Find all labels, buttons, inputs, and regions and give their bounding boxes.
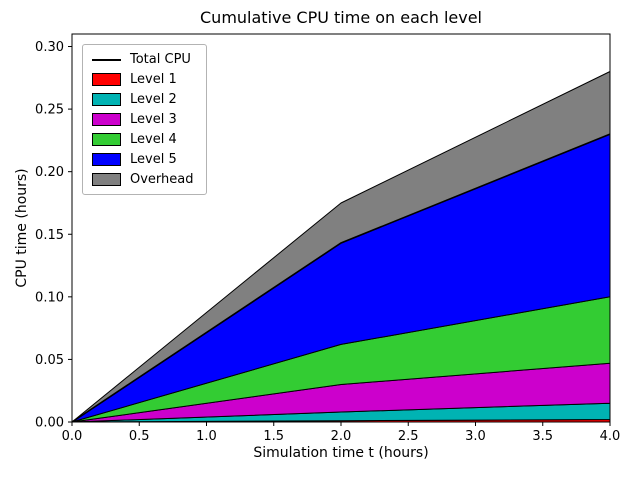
legend-swatch-level-2	[92, 93, 121, 106]
legend-item-level-4: Level 4	[92, 132, 194, 147]
x-tick-label: 2.5	[398, 429, 419, 444]
y-tick-label: 0.10	[35, 290, 64, 305]
chart-title: Cumulative CPU time on each level	[200, 8, 482, 27]
legend-swatch-total-cpu	[92, 58, 121, 61]
x-tick-label: 3.5	[532, 429, 553, 444]
y-tick-label: 0.00	[35, 416, 64, 431]
y-tick-label: 0.20	[35, 165, 64, 180]
legend-item-level-1: Level 1	[92, 72, 194, 87]
x-tick-label: 4.0	[600, 429, 621, 444]
legend-swatch-level-1	[92, 73, 121, 86]
legend-item-level-2: Level 2	[92, 92, 194, 107]
legend-swatch-overhead	[92, 173, 121, 186]
x-axis-label: Simulation time t (hours)	[253, 445, 429, 461]
total-cpu-line	[71, 133, 611, 423]
legend-label: Total CPU	[130, 52, 191, 67]
legend-label: Level 2	[130, 92, 177, 107]
legend-swatch-level-5	[92, 153, 121, 166]
x-tick-label: 0.0	[62, 429, 83, 444]
legend-label: Overhead	[130, 172, 194, 187]
legend-item-overhead: Overhead	[92, 172, 194, 187]
y-tick-label: 0.25	[35, 103, 64, 118]
x-tick-label: 2.0	[331, 429, 352, 444]
legend-item-level-5: Level 5	[92, 152, 194, 167]
legend-label: Level 4	[130, 132, 177, 147]
legend: Total CPU Level 1 Level 2 Level 3 Level 4 Lev…	[82, 44, 207, 195]
legend-label: Level 5	[130, 152, 177, 167]
y-tick-label: 0.05	[35, 353, 64, 368]
y-tick-label: 0.15	[35, 228, 64, 243]
legend-label: Level 1	[130, 72, 177, 87]
y-tick-label: 0.30	[35, 40, 64, 55]
legend-swatch-level-3	[92, 113, 121, 126]
legend-item-total-cpu: Total CPU	[92, 52, 194, 67]
x-tick-label: 3.0	[465, 429, 486, 444]
x-tick-label: 1.5	[263, 429, 284, 444]
legend-label: Level 3	[130, 112, 177, 127]
legend-swatch-level-4	[92, 133, 121, 146]
x-tick-label: 1.0	[196, 429, 217, 444]
y-axis-label: CPU time (hours)	[14, 168, 30, 288]
legend-item-level-3: Level 3	[92, 112, 194, 127]
x-tick-label: 0.5	[129, 429, 150, 444]
